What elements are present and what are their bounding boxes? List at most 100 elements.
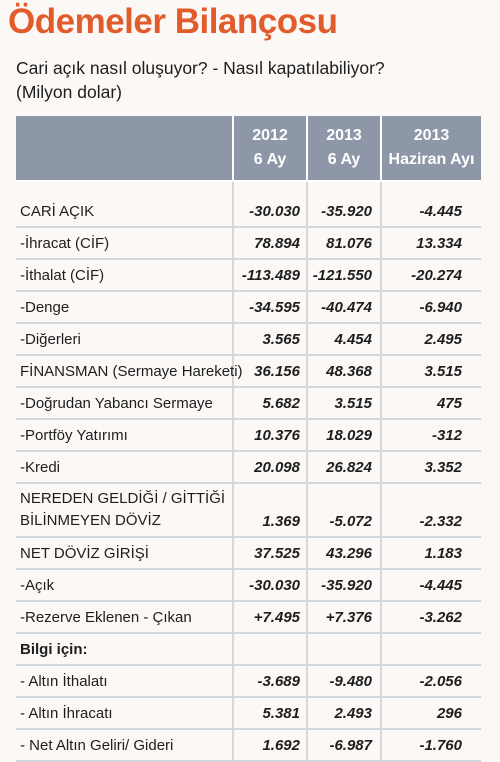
table-row: - Altın İhracatı 5.381 2.493 296: [16, 698, 481, 730]
row-value: 3.565: [262, 330, 300, 348]
column-divider: [232, 292, 234, 322]
row-value: -121.550: [312, 266, 372, 284]
row-value: 3.515: [424, 362, 462, 380]
row-value: 3.352: [424, 458, 462, 476]
row-label: -Rezerve Eklenen - Çıkan: [20, 608, 192, 626]
row-value: 296: [436, 704, 462, 722]
subtitle-unit: (Milyon dolar): [16, 82, 122, 102]
page-title: Ödemeler Bilançosu: [8, 2, 338, 41]
row-value: +7.376: [325, 608, 372, 626]
column-divider: [232, 634, 234, 664]
row-value: -6.940: [419, 298, 462, 316]
row-value: [308, 634, 372, 664]
column-divider: [380, 324, 382, 354]
table-row: NET DÖVİZ GİRİŞİ 37.525 43.296 1.183: [16, 538, 481, 570]
column-divider: [306, 570, 308, 600]
column-divider: [380, 634, 382, 664]
column-divider: [380, 538, 382, 568]
column-divider: [380, 698, 382, 728]
row-value: 5.381: [262, 704, 300, 722]
row-label: -Kredi: [20, 458, 61, 476]
row-value: -2.056: [419, 672, 462, 690]
column-divider: [306, 324, 308, 354]
row-value: -3.262: [419, 608, 462, 626]
column-divider: [380, 452, 382, 482]
subtitle-line-1: Cari açık nasıl oluşuyor? - Nasıl kapatı…: [16, 58, 385, 78]
column-divider: [232, 260, 234, 290]
row-label: -Doğrudan Yabancı Sermaye: [20, 394, 213, 412]
row-value: -5.072: [329, 513, 372, 530]
column-header-line: 6 Ay: [327, 151, 361, 168]
row-value: 10.376: [254, 426, 300, 444]
table-row: - Altın İthalatı -3.689 -9.480 -2.056: [16, 666, 481, 698]
row-value: 36.156: [254, 362, 300, 380]
table-row: -Kredi 20.098 26.824 3.352: [16, 452, 481, 484]
column-divider: [306, 420, 308, 450]
column-divider: [380, 388, 382, 418]
column-divider: [306, 484, 308, 536]
column-divider: [380, 484, 382, 536]
row-value: 1.369: [262, 513, 300, 530]
row-label: -İthalat (CİF): [20, 266, 105, 284]
column-header-2012-6-ay: 2012 6 Ay: [234, 116, 306, 180]
column-divider: [306, 698, 308, 728]
column-divider: [306, 634, 308, 664]
table-row: NEREDEN GELDİĞİ / GİTTİĞİ BİLİNMEYEN DÖV…: [16, 484, 481, 538]
row-value: 20.098: [254, 458, 300, 476]
row-label: -Portföy Yatırımı: [20, 426, 128, 444]
row-value: 2.495: [424, 330, 462, 348]
table-row: -Denge -34.595 -40.474 -6.940: [16, 292, 481, 324]
row-value: [382, 634, 462, 664]
column-divider: [306, 260, 308, 290]
table-row: -Diğerleri 3.565 4.454 2.495: [16, 324, 481, 356]
column-header-line: 6 Ay: [253, 151, 287, 168]
column-divider: [232, 666, 234, 696]
row-value: 81.076: [326, 234, 372, 252]
column-divider: [232, 356, 234, 386]
column-divider: [232, 452, 234, 482]
column-header-line: 2013: [326, 127, 362, 144]
row-value: -113.489: [241, 266, 300, 284]
row-value: 5.682: [262, 394, 300, 412]
column-divider: [232, 420, 234, 450]
column-divider: [306, 602, 308, 632]
row-label: -Denge: [20, 298, 70, 316]
column-divider: [380, 602, 382, 632]
table-row: -Rezerve Eklenen - Çıkan +7.495 +7.376 -3.2…: [16, 602, 481, 634]
row-value: -4.445: [419, 203, 462, 220]
row-value: -4.445: [419, 576, 462, 594]
column-divider: [232, 484, 234, 536]
row-value: 26.824: [326, 458, 372, 476]
column-divider: [380, 356, 382, 386]
column-divider: [306, 182, 308, 226]
column-divider: [232, 602, 234, 632]
column-divider: [306, 388, 308, 418]
row-label: - Net Altın Geliri/ Gideri: [20, 736, 174, 754]
row-value: 2.493: [334, 704, 372, 722]
row-value: -6.987: [329, 736, 372, 754]
row-value: -3.689: [257, 672, 300, 690]
table-row: -Portföy Yatırımı 10.376 18.029 -312: [16, 420, 481, 452]
column-divider: [306, 730, 308, 760]
row-value: 13.334: [416, 234, 462, 252]
row-value: -312: [431, 426, 462, 444]
row-value: [234, 634, 300, 664]
row-label: NET DÖVİZ GİRİŞİ: [20, 544, 149, 562]
column-divider: [306, 356, 308, 386]
row-label: FİNANSMAN (Sermaye Hareketi): [20, 362, 243, 380]
column-divider: [380, 420, 382, 450]
row-value: -20.274: [411, 266, 462, 284]
row-value: 78.894: [254, 234, 300, 252]
column-divider: [232, 698, 234, 728]
table-header: 2012 6 Ay 2013 6 Ay 2013 Haziran Ayı: [16, 116, 481, 182]
column-divider: [306, 452, 308, 482]
subtitle: Cari açık nasıl oluşuyor? - Nasıl kapatı…: [16, 56, 486, 104]
column-divider: [380, 730, 382, 760]
column-divider: [306, 538, 308, 568]
column-divider: [380, 666, 382, 696]
row-value: 475: [436, 394, 462, 412]
row-label: NEREDEN GELDİĞİ / GİTTİĞİ BİLİNMEYEN DÖV…: [20, 490, 226, 529]
table-row: CARİ AÇIK -30.030 -35.920 -4.445: [16, 182, 481, 228]
column-divider: [232, 324, 234, 354]
row-value: -30.030: [249, 203, 300, 220]
